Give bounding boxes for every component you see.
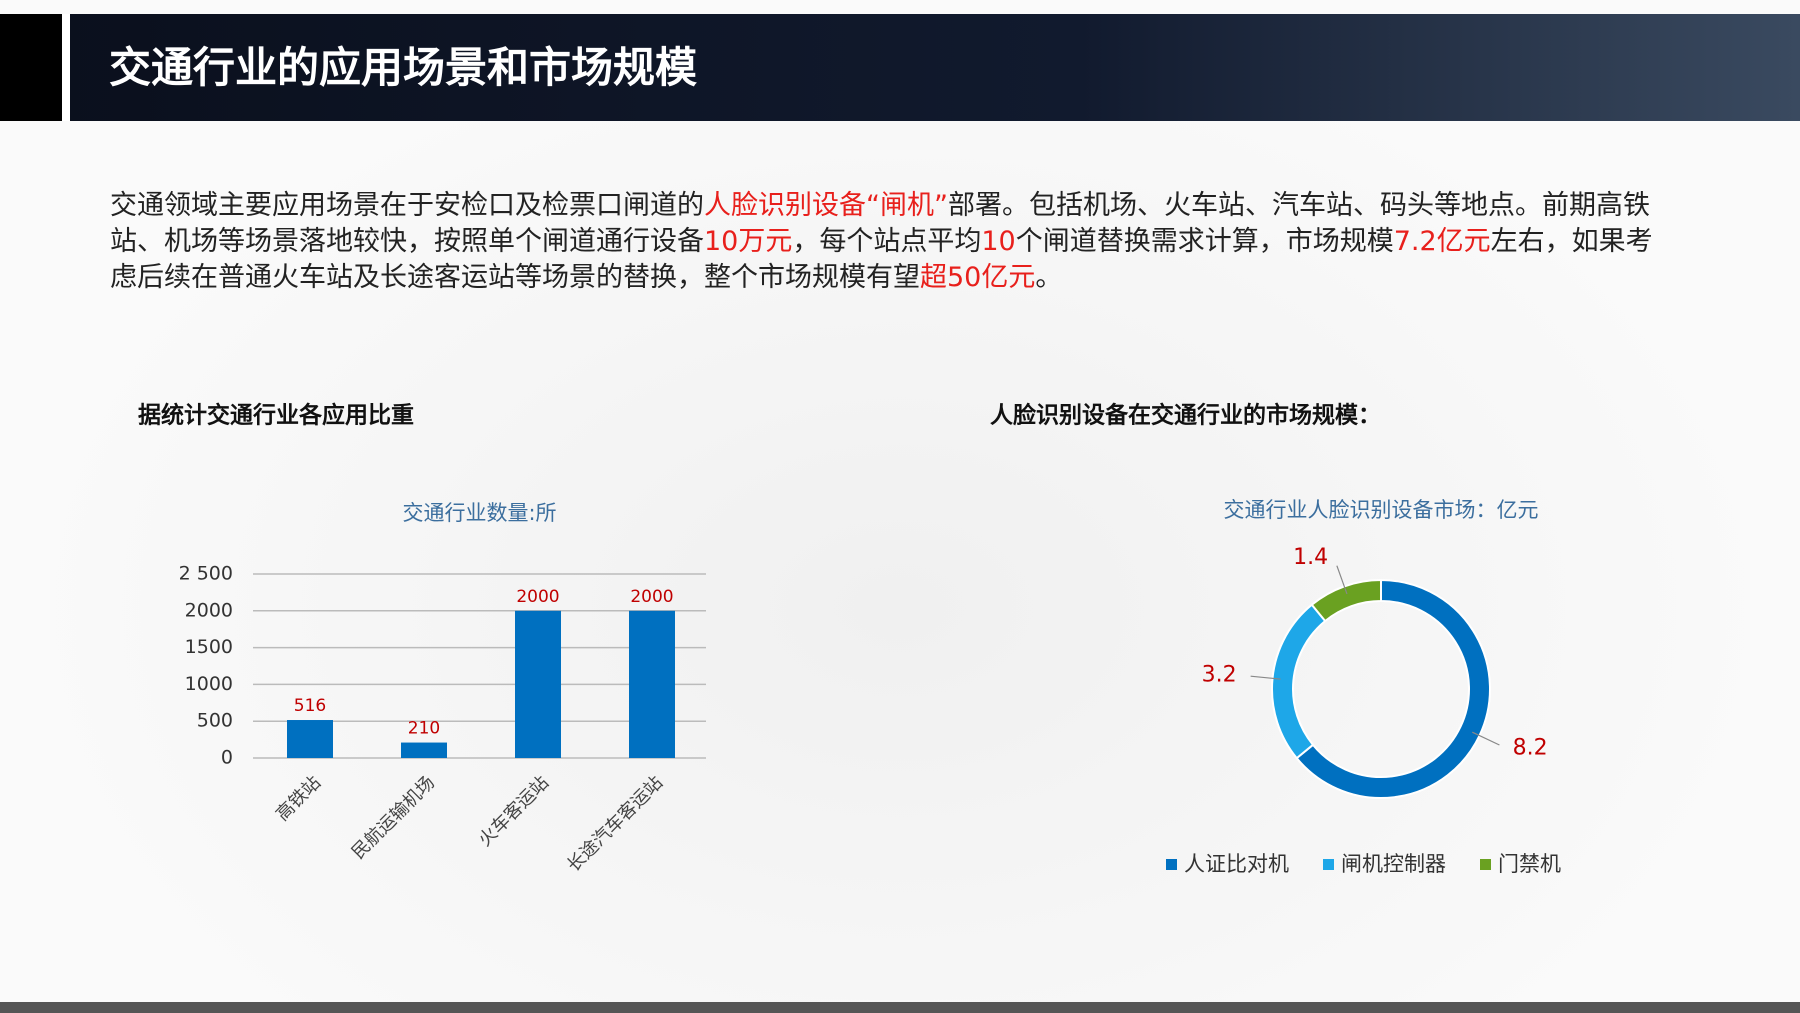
leader-line — [1336, 565, 1348, 595]
y-tick-label: 0 — [221, 747, 233, 769]
footer-bar — [0, 1002, 1800, 1013]
data-label: 516 — [294, 696, 326, 716]
bar — [629, 610, 675, 758]
text-run: 10万元 — [704, 226, 793, 257]
intro-paragraph: 交通领域主要应用场景在于安检口及检票口闸道的人脸识别设备“闸机”部署。包括机场、… — [110, 188, 1670, 296]
data-label: 1.4 — [1293, 545, 1328, 570]
slide-title: 交通行业的应用场景和市场规模 — [109, 43, 698, 92]
data-label: 2000 — [630, 587, 673, 607]
y-tick-label: 2000 — [185, 599, 233, 621]
bar — [401, 742, 447, 758]
data-label: 3.2 — [1202, 662, 1237, 687]
x-tick-label: 高铁站 — [272, 772, 325, 825]
donut-segment — [1310, 578, 1382, 623]
legend-label: 门禁机 — [1498, 852, 1561, 876]
leader-line — [1472, 731, 1500, 746]
legend-swatch — [1166, 859, 1177, 870]
x-tick-label: 火车客运站 — [475, 772, 553, 850]
data-label: 2000 — [516, 587, 559, 607]
y-tick-label: 500 — [197, 710, 233, 732]
text-run: 超50亿元 — [920, 262, 1036, 293]
header-block — [0, 14, 70, 121]
chart-heading: 据统计交通行业各应用比重 — [138, 402, 414, 429]
text-run: 。 — [1035, 262, 1063, 293]
text-run: 10 — [981, 226, 1016, 257]
y-tick-label: 2 500 — [179, 563, 233, 585]
data-label: 8.2 — [1513, 735, 1548, 760]
data-label: 210 — [408, 719, 440, 739]
donut-segment — [1295, 578, 1491, 799]
text-run: 个闸道替换需求计算，市场规模 — [1015, 226, 1394, 257]
bar — [287, 720, 333, 758]
chart-title: 交通行业人脸识别设备市场：亿元 — [1224, 498, 1539, 522]
text-run: ，每个站点平均 — [792, 226, 982, 257]
leader-line — [1250, 675, 1281, 680]
chart-title: 交通行业数量:所 — [402, 501, 556, 525]
y-tick-label: 1000 — [185, 673, 233, 695]
x-tick-label: 长途汽车客运站 — [563, 772, 667, 876]
text-run: 交通领域主要应用场景在于安检口及检票口闸道的 — [110, 190, 704, 221]
x-tick-label: 民航运输机场 — [348, 772, 439, 863]
bar — [515, 610, 561, 758]
y-tick-label: 1500 — [185, 636, 233, 658]
text-run: 左右，如果考虑后续在普通火车站及长途客运站等场景的替换，整个市场规模有望 — [110, 226, 1653, 293]
header-bar: 交通行业的应用场景和市场规模 — [0, 14, 1800, 121]
legend-swatch — [1323, 859, 1334, 870]
text-run: 人脸识别设备“闸机” — [704, 190, 948, 221]
legend-label: 人证比对机 — [1184, 852, 1289, 876]
chart-heading: 人脸识别设备在交通行业的市场规模： — [990, 402, 1381, 429]
legend-swatch — [1480, 859, 1491, 870]
legend-label: 闸机控制器 — [1341, 852, 1446, 876]
text-run: 7.2亿元 — [1393, 226, 1491, 257]
text-run: 部署。包括机场、火车站、汽车站、码头等地点。前期高铁站、机场等场景落地较快，按照… — [110, 190, 1650, 257]
donut-segment — [1271, 603, 1327, 760]
